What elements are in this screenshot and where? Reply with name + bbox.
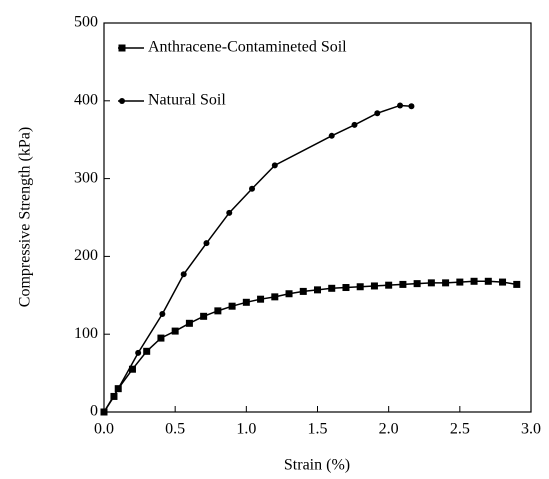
data-point: [374, 110, 381, 117]
plot-frame: [103, 22, 532, 413]
legend-label: Anthracene-Contamineted Soil: [148, 39, 347, 56]
series-line: [103, 280, 517, 413]
data-point: [157, 334, 165, 342]
data-point: [470, 277, 478, 285]
data-point: [342, 284, 350, 292]
data-point: [456, 278, 464, 286]
legend-marker: [118, 44, 126, 52]
data-point: [397, 102, 404, 109]
y-axis-label: Compressive Strength (kPa): [17, 127, 34, 307]
x-tick-label: 2.5: [450, 421, 470, 438]
data-point: [427, 279, 435, 287]
data-point: [143, 347, 151, 355]
data-point: [185, 319, 193, 327]
data-point: [314, 286, 321, 294]
x-tick-label: 0.5: [165, 421, 185, 438]
x-axis-label: Strain (%): [284, 457, 350, 474]
data-point: [499, 278, 507, 286]
data-point: [115, 385, 122, 392]
data-point: [101, 409, 107, 415]
series-line: [103, 104, 412, 413]
data-point: [442, 279, 450, 287]
x-tick-label: 3.0: [521, 421, 541, 438]
data-point: [285, 290, 293, 298]
x-tick-label: 0.0: [94, 421, 114, 438]
data-point: [128, 365, 136, 373]
y-tick-label: 200: [74, 247, 98, 264]
data-point: [159, 310, 166, 317]
x-tick-label: 2.0: [379, 421, 399, 438]
x-tick-label: 1.0: [236, 421, 256, 438]
data-point: [413, 280, 421, 288]
data-point: [408, 103, 415, 110]
y-tick-label: 300: [74, 169, 98, 186]
y-tick-label: 100: [74, 325, 98, 342]
data-point: [328, 284, 336, 292]
data-point: [203, 240, 210, 247]
data-point: [370, 282, 378, 290]
data-point: [171, 327, 179, 335]
data-point: [180, 271, 187, 278]
data-point: [228, 302, 236, 310]
data-point: [385, 281, 393, 289]
y-tick-label: 0: [90, 403, 98, 420]
data-point: [299, 287, 307, 295]
data-point: [249, 185, 256, 192]
x-tick-label: 1.5: [308, 421, 328, 438]
data-point: [226, 209, 233, 216]
data-point: [242, 298, 250, 306]
data-point: [271, 293, 279, 301]
data-point: [399, 280, 407, 288]
y-tick-label: 400: [74, 91, 98, 108]
legend-marker: [119, 98, 125, 104]
data-point: [356, 283, 364, 291]
data-point: [200, 312, 208, 320]
legend-label: Natural Soil: [148, 92, 226, 109]
data-point: [351, 121, 358, 128]
data-point: [513, 280, 521, 288]
data-point: [271, 162, 278, 169]
y-tick-label: 500: [74, 14, 98, 31]
data-point: [214, 307, 222, 315]
data-point: [257, 295, 265, 303]
data-point: [135, 349, 142, 356]
data-point: [484, 277, 492, 285]
data-point: [328, 132, 335, 139]
